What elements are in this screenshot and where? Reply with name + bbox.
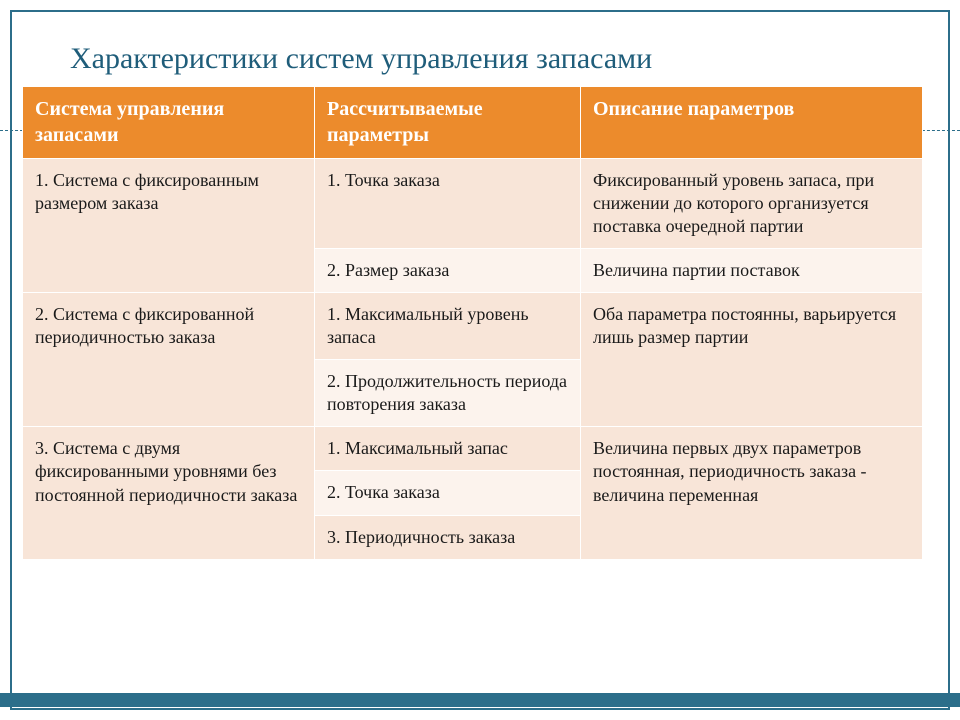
cell-param: 1. Точка заказа: [315, 159, 581, 249]
col-header-params: Рассчитываемые параметры: [315, 87, 581, 159]
cell-desc: Величина первых двух параметров постоянн…: [581, 427, 923, 559]
cell-system: 3. Система с двумя фиксированными уровня…: [23, 427, 315, 559]
cell-param: 1. Максимальный уровень запаса: [315, 293, 581, 360]
cell-param: 3. Периодичность заказа: [315, 515, 581, 559]
cell-desc: Оба параметра постоянны, варьируется лиш…: [581, 293, 923, 427]
cell-system: 1. Система с фиксированным размером зака…: [23, 159, 315, 293]
cell-system: 2. Система с фиксированной периодичность…: [23, 293, 315, 427]
cell-param: 2. Размер заказа: [315, 249, 581, 293]
systems-table: Система управления запасами Рассчитываем…: [22, 86, 923, 560]
cell-desc: Величина партии поставок: [581, 249, 923, 293]
table-row: 2. Система с фиксированной периодичность…: [23, 293, 923, 360]
col-header-system: Система управления запасами: [23, 87, 315, 159]
table-row: 3. Система с двумя фиксированными уровня…: [23, 427, 923, 471]
slide: { "title": "Характеристики систем управл…: [0, 0, 960, 720]
slide-title: Характеристики систем управления запасам…: [70, 42, 930, 76]
table-header-row: Система управления запасами Рассчитываем…: [23, 87, 923, 159]
cell-param: 1. Максимальный запас: [315, 427, 581, 471]
cell-desc: Фиксированный уровень запаса, при снижен…: [581, 159, 923, 249]
cell-param: 2. Точка заказа: [315, 471, 581, 515]
table-row: 1. Система с фиксированным размером зака…: [23, 159, 923, 249]
col-header-desc: Описание параметров: [581, 87, 923, 159]
cell-param: 2. Продолжительность периода повторения …: [315, 360, 581, 427]
deco-band-bottom: [0, 693, 960, 707]
